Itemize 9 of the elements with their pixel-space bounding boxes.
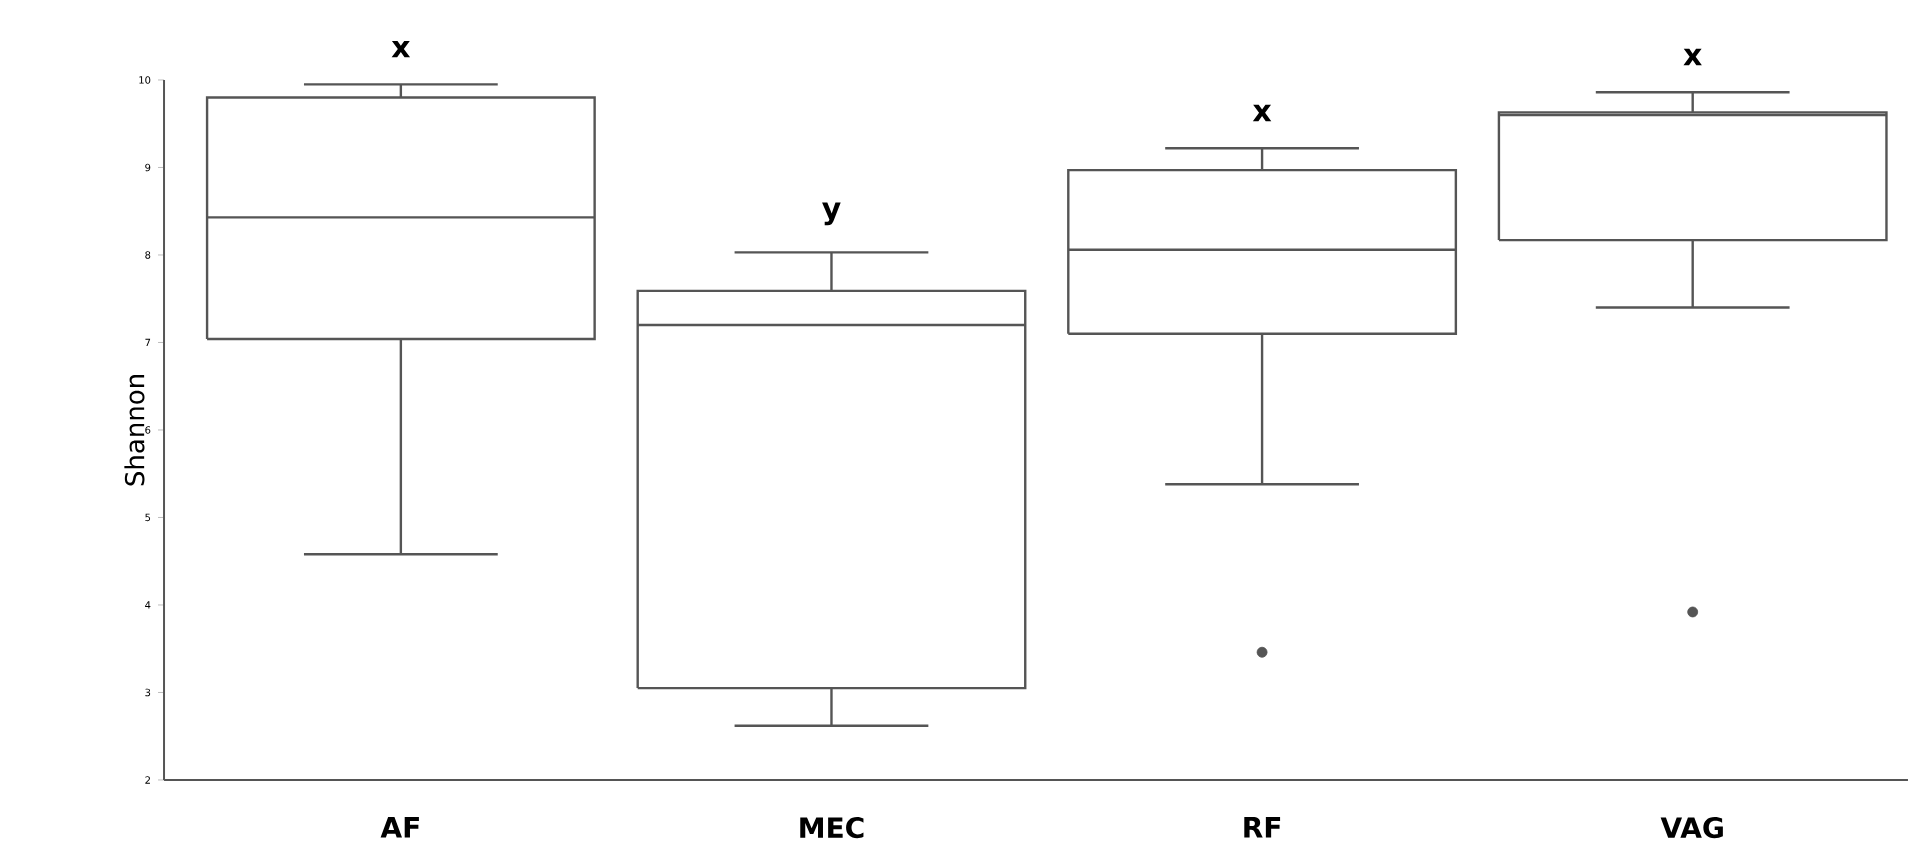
annotation: x xyxy=(1252,104,1272,122)
text: x xyxy=(1683,48,1702,66)
x-tick-label: AF xyxy=(380,817,419,838)
x-tick-label: RF xyxy=(1244,817,1281,838)
y-axis-title: Shannon xyxy=(124,375,145,486)
text: x xyxy=(391,40,411,58)
x-tick-label: VAG xyxy=(1660,817,1723,839)
x-tick-label: MEC xyxy=(800,817,864,839)
annotation: y xyxy=(822,202,841,226)
